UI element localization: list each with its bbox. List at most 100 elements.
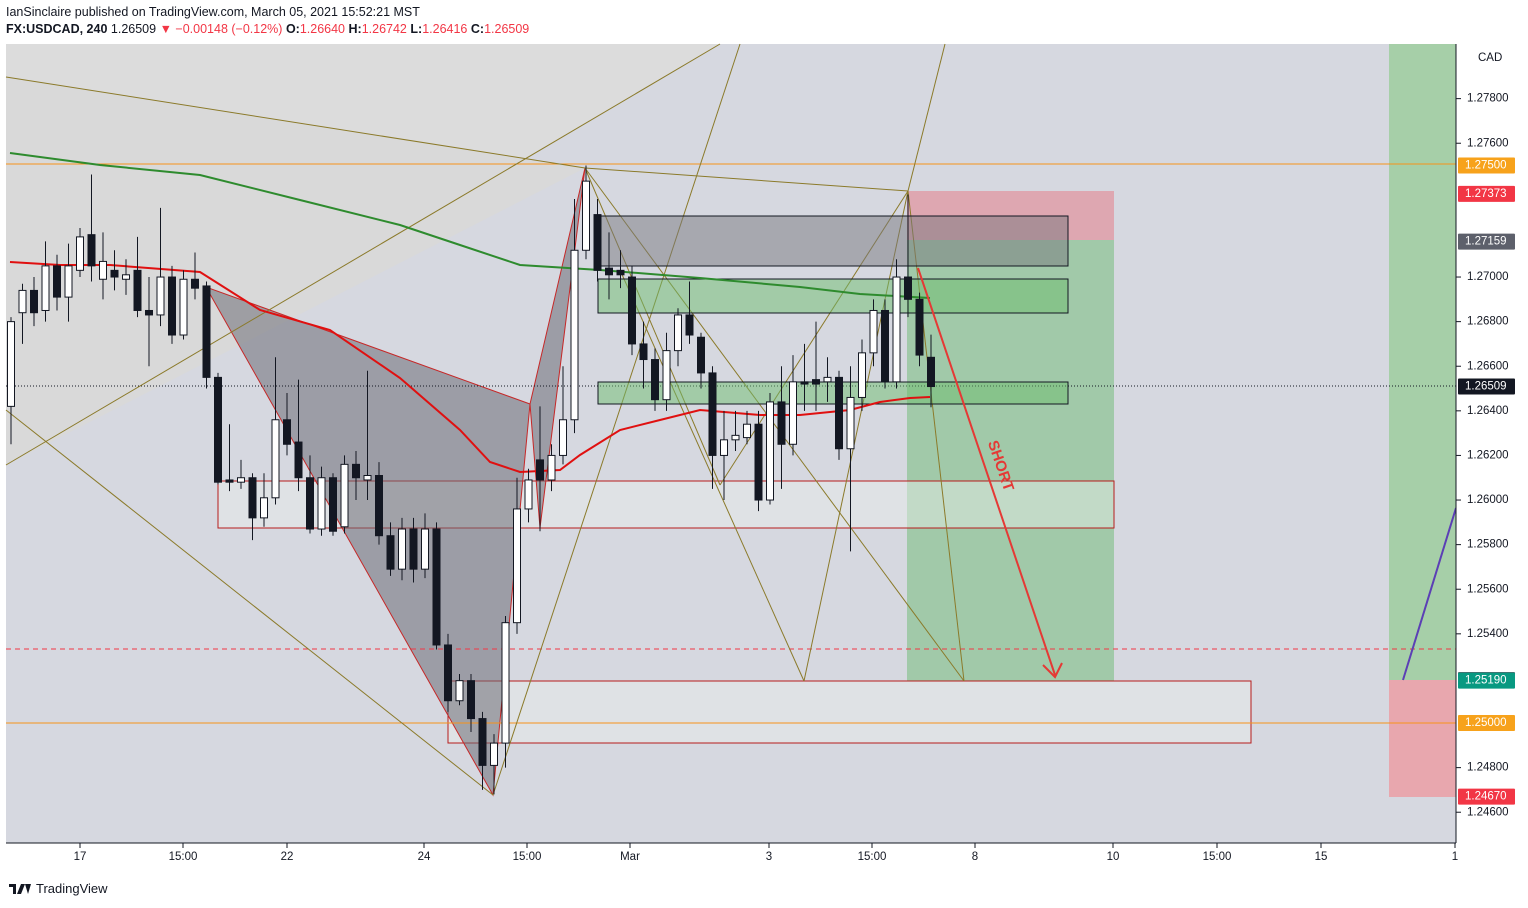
header: IanSinclaire published on TradingView.co… (6, 4, 529, 38)
candle-body (444, 644, 452, 702)
candle-body (30, 289, 38, 314)
y-tick-label: 1.27800 (1467, 93, 1509, 105)
candle-body (386, 535, 395, 570)
candle-body (317, 477, 326, 530)
candle-body (524, 479, 533, 510)
candle-body (881, 309, 889, 383)
x-tick-label: 15:00 (169, 851, 198, 863)
candle-body (536, 459, 544, 481)
candle-body (662, 350, 671, 401)
candle-body (754, 423, 763, 501)
candle-body (892, 276, 901, 383)
candle-body (927, 356, 935, 388)
ma-50 (9, 261, 931, 474)
candle-body (605, 267, 613, 276)
candle-body (823, 376, 832, 383)
candle-body (179, 278, 188, 336)
x-tick-label: 15:00 (513, 851, 542, 863)
ohlc-line: FX:USDCAD, 240 1.26509 ▼ −0.00148 (−0.12… (6, 21, 529, 38)
candle-body (835, 376, 843, 450)
candle-body (156, 276, 165, 316)
drawing (1402, 507, 1457, 681)
candle-body (99, 260, 107, 280)
price-label-bg (1458, 672, 1515, 689)
chart: SHORT CAD 1.278001.276001.270001.268001.… (5, 43, 1528, 864)
candle-body (340, 463, 349, 528)
target-zone (1389, 44, 1456, 680)
o-label: O: (285, 22, 300, 36)
candle-body (202, 285, 211, 378)
price-axis (1456, 44, 1528, 844)
y-tick-label: 1.26600 (1467, 360, 1509, 372)
stop-zone (1389, 680, 1456, 797)
candle-body (110, 269, 119, 278)
y-tick-label: 1.24600 (1467, 806, 1509, 818)
candle-body (432, 528, 441, 646)
price-label-bg (1458, 715, 1515, 732)
candle-body (869, 309, 878, 354)
candle-body (743, 423, 751, 439)
h-label: H: (348, 22, 362, 36)
candle-body (122, 274, 130, 280)
x-tick-label: 8 (972, 851, 978, 863)
x-tick-label: 10 (1107, 851, 1120, 863)
candle-body (582, 180, 590, 251)
candle-body (800, 381, 809, 385)
price-label: 1.27500 (1465, 160, 1507, 172)
candle-body (708, 372, 717, 456)
candle-body (248, 477, 257, 519)
candle-body (398, 528, 406, 570)
price-label-bg (1458, 378, 1515, 395)
x-tick-label: 15:00 (1203, 851, 1232, 863)
zone (597, 215, 1069, 267)
candle-body (559, 419, 567, 456)
candle-body (225, 479, 234, 483)
zone (597, 278, 1069, 314)
candle-body (329, 477, 337, 532)
arrow (917, 267, 1056, 676)
candle-body (915, 298, 924, 356)
candle-body (858, 352, 866, 398)
candle-body (18, 289, 27, 314)
candle-body (777, 401, 786, 445)
candle-body (731, 434, 740, 441)
candle-body (294, 441, 303, 479)
candle-body (455, 680, 464, 702)
publish-line: IanSinclaire published on TradingView.co… (6, 4, 529, 21)
price-label-bg (1458, 157, 1515, 174)
price-label: 1.27159 (1465, 236, 1507, 248)
candle-body (53, 265, 61, 298)
x-tick-label: 3 (766, 851, 772, 863)
candle-body (674, 314, 682, 352)
candle-body (133, 269, 142, 311)
candle-body (87, 234, 96, 267)
x-tick-label: 15 (1315, 851, 1328, 863)
candle-body (237, 477, 245, 483)
candle-body (409, 528, 418, 570)
candle-body (501, 622, 510, 744)
candle-body (766, 401, 774, 501)
candle-body (697, 336, 705, 374)
candle-body (7, 321, 15, 407)
candle-body (191, 278, 199, 289)
x-tick-label: 22 (281, 851, 294, 863)
price-label: 1.24670 (1465, 791, 1507, 803)
symbol: FX:USDCAD, 240 (6, 22, 108, 36)
l-label: L: (410, 22, 423, 36)
price-label-bg (1458, 788, 1515, 805)
candle-body (593, 214, 602, 271)
brand: TradingView (36, 880, 108, 896)
candle-body (271, 419, 280, 499)
candle-body (639, 343, 648, 361)
candle-body (375, 475, 383, 537)
candle-body (363, 475, 372, 481)
candle-body (685, 314, 694, 336)
y-tick-label: 1.26400 (1467, 405, 1509, 417)
currency: CAD (1478, 52, 1502, 64)
candle-body (478, 718, 487, 766)
c: 1.26509 (484, 22, 530, 36)
candles (7, 165, 935, 795)
y-tick-label: 1.25600 (1467, 583, 1509, 595)
y-tick-label: 1.25400 (1467, 628, 1509, 640)
candle-body (570, 249, 579, 421)
